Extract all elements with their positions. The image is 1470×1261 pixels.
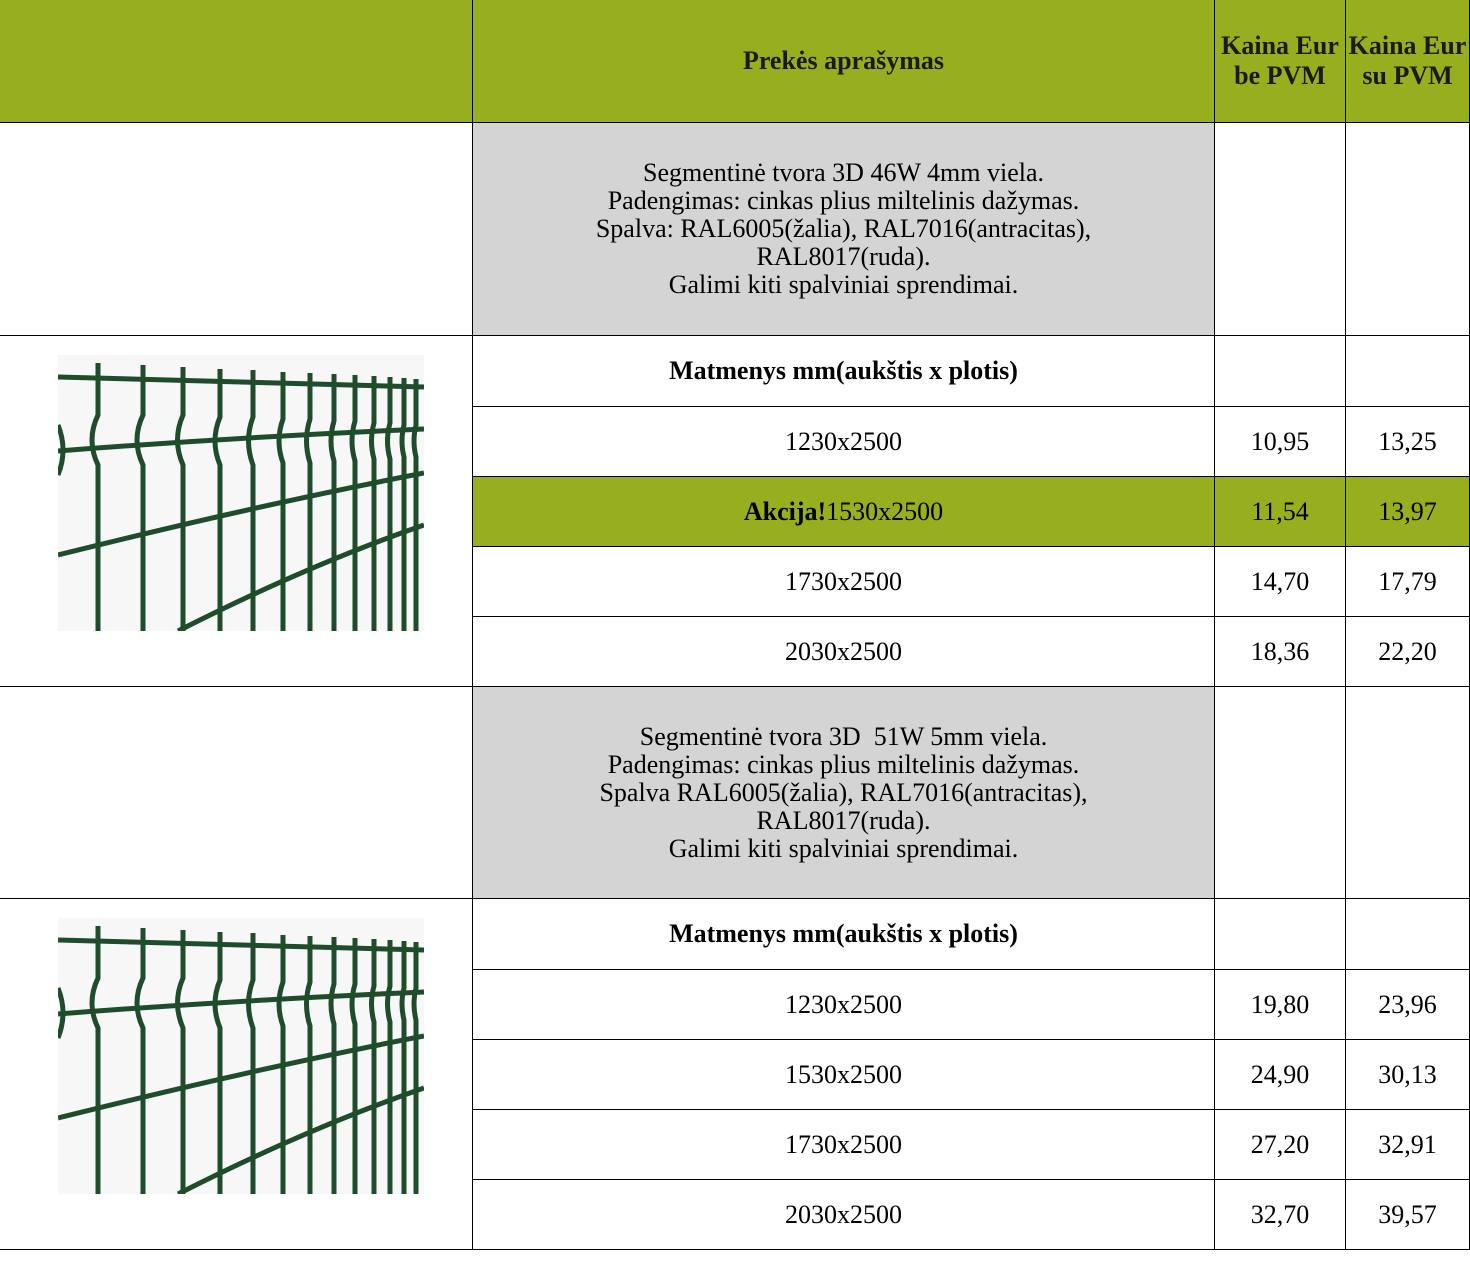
- price-cell: 30,13: [1346, 1040, 1470, 1110]
- header-text: Prekės aprašymas: [743, 46, 944, 76]
- empty-cell: [1346, 336, 1470, 407]
- price-cell: 23,96: [1346, 970, 1470, 1040]
- fence-image: [58, 355, 424, 631]
- price-ex-vat: 18,36: [1251, 638, 1310, 666]
- image-column-blank: [0, 123, 473, 336]
- size-cell: 1730x2500: [473, 547, 1215, 617]
- price-ex-vat: 24,90: [1251, 1061, 1310, 1089]
- empty-cell: [1215, 336, 1346, 407]
- header-cell: Kaina Eur be PVM: [1215, 0, 1346, 123]
- price-inc-vat: 13,25: [1378, 428, 1437, 456]
- size-text: 1730x2500: [785, 1131, 902, 1159]
- price-inc-vat: 22,20: [1378, 638, 1437, 666]
- price-cell: 39,57: [1346, 1180, 1470, 1250]
- description-line: Segmentinė tvora 3D 46W 4mm viela.: [643, 159, 1044, 187]
- size-cell: 2030x2500: [473, 617, 1215, 687]
- description-line: Spalva: RAL6005(žalia), RAL7016(antracit…: [596, 215, 1091, 243]
- price-ex-vat: 19,80: [1251, 991, 1310, 1019]
- size-text: 2030x2500: [785, 1201, 902, 1229]
- price-inc-vat: 17,79: [1378, 568, 1437, 596]
- description-line: Spalva RAL6005(žalia), RAL7016(antracita…: [599, 779, 1087, 807]
- description-line: RAL8017(ruda).: [756, 807, 930, 835]
- header-text: Kaina Eur su PVM: [1346, 31, 1469, 91]
- size-cell: Akcija! 1530x2500: [473, 477, 1215, 547]
- size-text: 1530x2500: [826, 498, 943, 526]
- empty-cell: [1215, 687, 1346, 899]
- price-cell: 32,70: [1215, 1180, 1346, 1250]
- price-cell: 11,54: [1215, 477, 1346, 547]
- price-cell: 17,79: [1346, 547, 1470, 617]
- price-cell: 27,20: [1215, 1110, 1346, 1180]
- empty-cell: [1346, 123, 1470, 336]
- description-line: Galimi kiti spalviniai sprendimai.: [669, 271, 1019, 299]
- dimensions-label: Matmenys mm(aukštis x plotis): [473, 899, 1215, 970]
- price-cell: 19,80: [1215, 970, 1346, 1040]
- header-text: Kaina Eur be PVM: [1215, 31, 1345, 91]
- empty-cell: [1215, 899, 1346, 970]
- header-cell: Kaina Eur su PVM: [1346, 0, 1470, 123]
- empty-cell: [1346, 899, 1470, 970]
- price-cell: 14,70: [1215, 547, 1346, 617]
- page: (() => { const data = JSON.parse(documen…: [0, 0, 1470, 1261]
- description-line: Galimi kiti spalviniai sprendimai.: [669, 835, 1019, 863]
- description-line: RAL8017(ruda).: [756, 243, 930, 271]
- size-text: 1530x2500: [785, 1061, 902, 1089]
- promo-label: Akcija!: [744, 498, 826, 526]
- price-inc-vat: 13,97: [1378, 498, 1437, 526]
- empty-cell: [1346, 687, 1470, 899]
- size-cell: 1730x2500: [473, 1110, 1215, 1180]
- dimensions-text: Matmenys mm(aukštis x plotis): [669, 920, 1018, 948]
- description: Segmentinė tvora 3D 46W 4mm viela.Padeng…: [473, 123, 1215, 336]
- price-ex-vat: 10,95: [1251, 428, 1310, 456]
- price-inc-vat: 32,91: [1378, 1131, 1437, 1159]
- description-line: Padengimas: cinkas plius miltelinis dažy…: [608, 751, 1080, 779]
- header-cell: Prekės aprašymas: [473, 0, 1215, 123]
- size-cell: 1530x2500: [473, 1040, 1215, 1110]
- fence-image: [58, 918, 424, 1194]
- dimensions-label: Matmenys mm(aukštis x plotis): [473, 336, 1215, 407]
- price-cell: 32,91: [1346, 1110, 1470, 1180]
- size-cell: 1230x2500: [473, 407, 1215, 477]
- image-column-blank: [0, 687, 473, 899]
- header-empty: [0, 0, 473, 123]
- price-inc-vat: 30,13: [1378, 1061, 1437, 1089]
- price-cell: 13,25: [1346, 407, 1470, 477]
- description-line: Segmentinė tvora 3D 51W 5mm viela.: [640, 723, 1048, 751]
- price-cell: 18,36: [1215, 617, 1346, 687]
- price-ex-vat: 11,54: [1251, 498, 1309, 526]
- size-cell: 2030x2500: [473, 1180, 1215, 1250]
- price-cell: 22,20: [1346, 617, 1470, 687]
- size-text: 2030x2500: [785, 638, 902, 666]
- dimensions-text: Matmenys mm(aukštis x plotis): [669, 357, 1018, 385]
- price-ex-vat: 32,70: [1251, 1201, 1310, 1229]
- size-text: 1730x2500: [785, 568, 902, 596]
- price-ex-vat: 14,70: [1251, 568, 1310, 596]
- price-cell: 10,95: [1215, 407, 1346, 477]
- price-inc-vat: 23,96: [1378, 991, 1437, 1019]
- price-cell: 24,90: [1215, 1040, 1346, 1110]
- price-ex-vat: 27,20: [1251, 1131, 1310, 1159]
- size-cell: 1230x2500: [473, 970, 1215, 1040]
- empty-cell: [1215, 123, 1346, 336]
- price-inc-vat: 39,57: [1378, 1201, 1437, 1229]
- description-line: Padengimas: cinkas plius miltelinis dažy…: [608, 187, 1080, 215]
- size-text: 1230x2500: [785, 991, 902, 1019]
- size-text: 1230x2500: [785, 428, 902, 456]
- price-cell: 13,97: [1346, 477, 1470, 547]
- description: Segmentinė tvora 3D 51W 5mm viela.Padeng…: [473, 687, 1215, 899]
